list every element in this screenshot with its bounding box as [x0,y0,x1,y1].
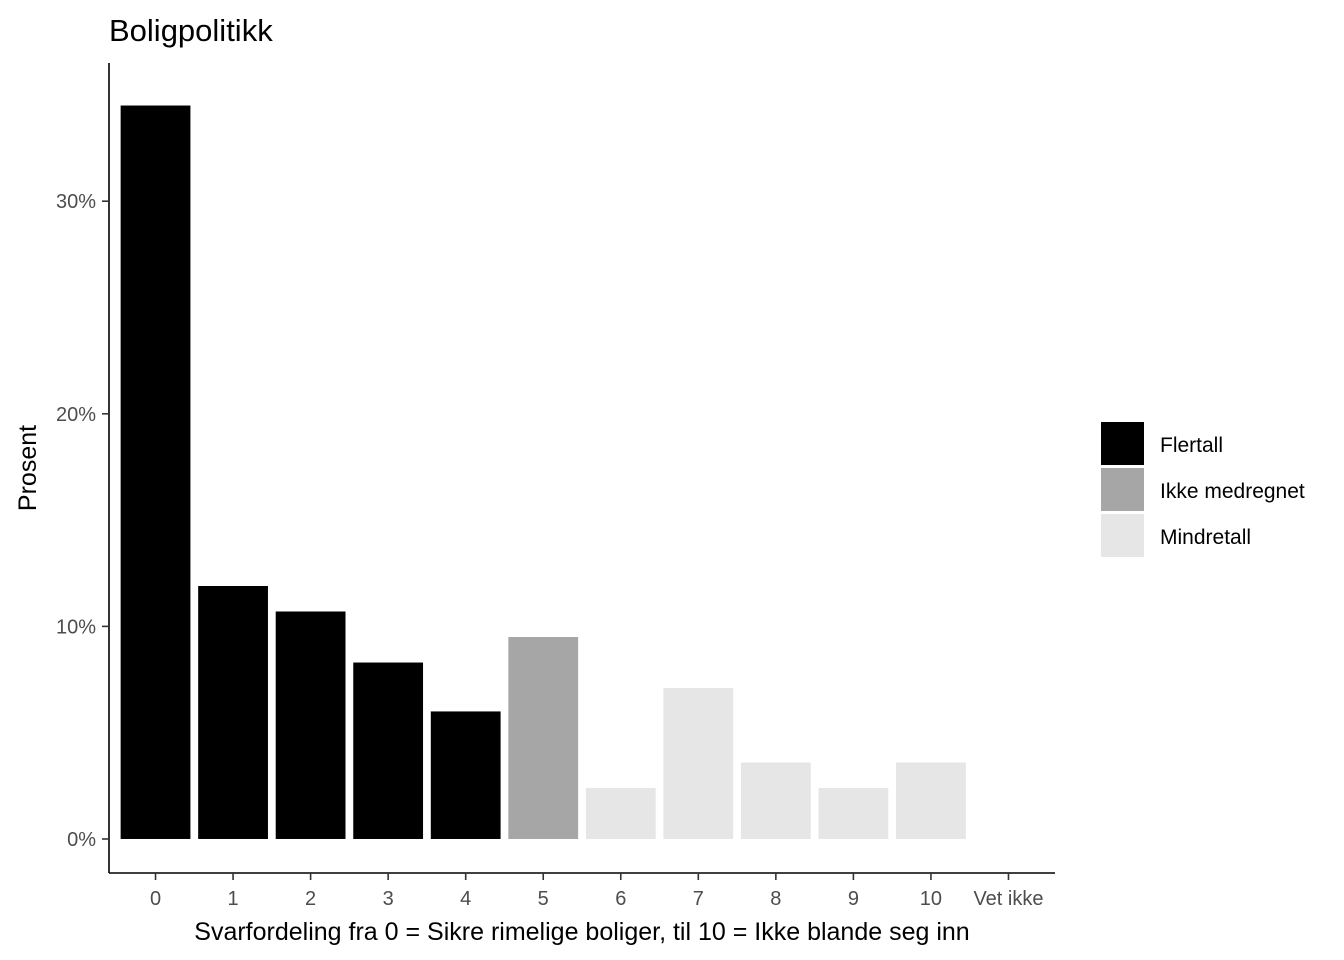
bar-1 [198,585,268,839]
x-tick-label: 4 [460,888,471,910]
x-tick-label: 1 [228,888,239,910]
bar-7 [663,688,734,839]
x-tick-label: 2 [305,888,316,910]
y-axis-title: Prosent [14,425,42,511]
x-tick-label: 7 [693,888,704,910]
bar-10 [896,762,966,839]
x-ticks-layer: 0 1 2 3 4 5 6 7 8 9 10 Vet ikke [150,873,1043,910]
bar-2 [275,611,346,839]
legend-key [1101,422,1144,465]
y-tick-label: 0% [67,829,96,851]
bar-4 [430,711,501,839]
legend-key [1101,514,1144,557]
x-tick-label: 3 [383,888,394,910]
x-tick-label: Vet ikke [973,888,1043,910]
y-tick-label: 30% [56,191,96,213]
legend: Flertall Ikke medregnet Mindretall [1101,422,1305,557]
legend-label: Flertall [1160,434,1223,457]
y-tick-label: 10% [56,616,96,638]
legend-label: Mindretall [1160,526,1251,549]
legend-key [1101,468,1144,511]
x-tick-label: 10 [920,888,942,910]
bar-6 [585,787,656,839]
x-tick-label: 0 [150,888,161,910]
x-axis-title: Svarfordeling fra 0 = Sikre rimelige bol… [194,918,969,946]
chart-title: Boligpolitikk [109,13,273,48]
y-ticks-layer: 0% 10% 20% 30% [56,191,109,851]
bar-3 [353,662,424,839]
bar-5 [508,637,579,839]
bar-0 [120,105,191,839]
bars-layer [120,105,966,839]
x-tick-label: 9 [848,888,859,910]
x-tick-label: 8 [770,888,781,910]
bar-9 [818,787,889,839]
bar-8 [740,762,811,839]
x-tick-label: 5 [538,888,549,910]
legend-label: Ikke medregnet [1160,480,1305,503]
x-tick-label: 6 [615,888,626,910]
y-tick-label: 20% [56,404,96,426]
